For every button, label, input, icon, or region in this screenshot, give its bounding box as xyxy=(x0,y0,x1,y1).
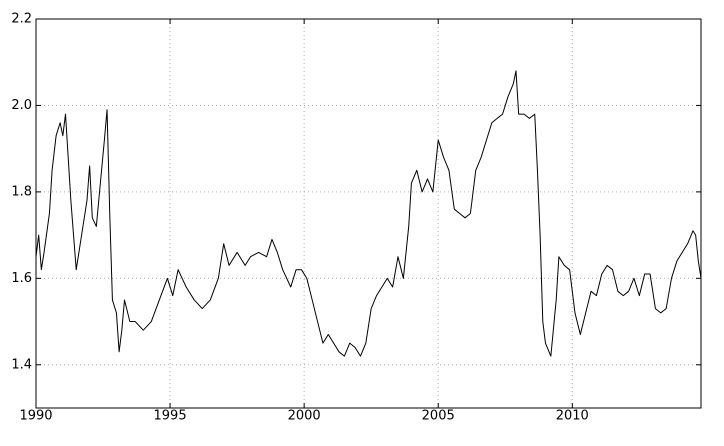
y-tick-label: 2.2 xyxy=(11,12,32,27)
y-tick-label: 1.8 xyxy=(11,184,32,199)
y-tick-label: 2.0 xyxy=(11,98,32,113)
x-tick-label: 1995 xyxy=(154,409,187,424)
line xyxy=(35,70,702,357)
plot-frame xyxy=(35,18,702,409)
x-tick-label: 2005 xyxy=(422,409,455,424)
x-tick-label: 2010 xyxy=(556,409,589,424)
x-tick-label: 2000 xyxy=(288,409,321,424)
y-tick-label: 1.6 xyxy=(11,271,32,286)
x-tick-label: 1990 xyxy=(19,409,52,424)
y-tick-label: 1.4 xyxy=(11,357,32,372)
